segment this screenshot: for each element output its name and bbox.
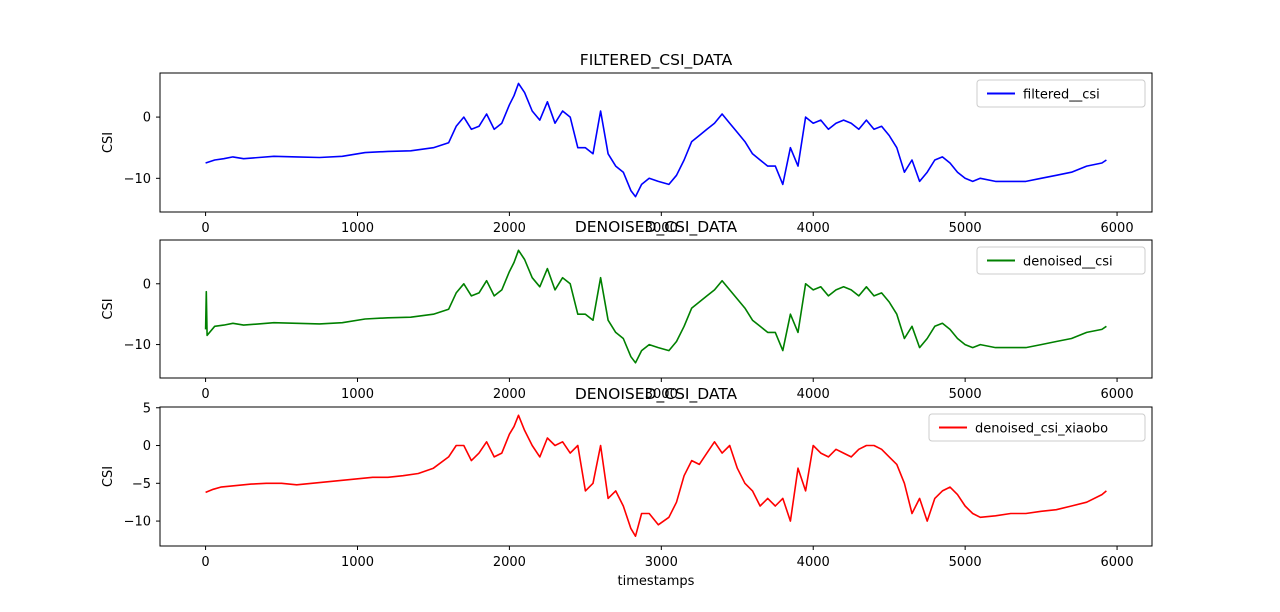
x-tick-label: 4000 (797, 221, 830, 236)
y-tick-label: −5 (132, 477, 151, 492)
x-tick-label: 5000 (949, 221, 982, 236)
x-tick-label: 5000 (949, 555, 982, 570)
x-tick-label: 2000 (493, 221, 526, 236)
subplot-3: 0 1000 2000 3000 4000 5000 6000 5 0 −5 −10 DENOISED… (101, 385, 1153, 589)
x-tick-label: 5000 (949, 387, 982, 402)
x-tick-label: 6000 (1101, 221, 1134, 236)
axes-frame (159, 239, 1153, 379)
legend-label: filtered__csi (1023, 88, 1100, 103)
series-line-2-1 (204, 249, 1107, 364)
axes-frame (159, 72, 1153, 213)
x-tick-label: 3000 (645, 221, 678, 236)
y-tick-label: −10 (124, 515, 151, 530)
x-tick-label: 2000 (493, 387, 526, 402)
legend-label: denoised__csi (1023, 255, 1113, 270)
x-tick-label: 6000 (1101, 387, 1134, 402)
y-axis-label: CSI (101, 466, 116, 487)
chart-title: DENOISED_CSI_DATA (575, 218, 738, 237)
legend: denoised_csi_xiaobo (928, 413, 1146, 442)
legend-box (976, 246, 1146, 275)
subplots: 0 1000 2000 3000 4000 5000 60000−10FILTERED_CS… (101, 51, 1153, 589)
x-tick-label: 3000 (645, 387, 678, 402)
x-tick-label: 1000 (341, 387, 374, 402)
series-line-1-1 (205, 82, 1107, 198)
x-tick-label: 0 (201, 221, 209, 236)
x-tick-label: 4000 (797, 555, 830, 570)
y-axis-label: CSI (101, 298, 116, 319)
chart-title: FILTERED_CSI_DATA (580, 51, 733, 70)
y-tick-label: 0 (143, 111, 151, 126)
x-tick-label: 4000 (797, 387, 830, 402)
legend: denoised__csi (976, 246, 1146, 275)
y-tick-label: −10 (124, 172, 151, 187)
x-axis-label: timestamps (618, 574, 695, 589)
x-tick-label: 6000 (1101, 555, 1134, 570)
legend: filtered__csi (976, 79, 1146, 108)
x-tick-label: 0 (201, 387, 209, 402)
legend-box (928, 413, 1146, 442)
x-tick-label: 3000 (645, 555, 678, 570)
y-tick-label: 0 (143, 439, 151, 454)
axes-frame (159, 406, 1153, 547)
legend-box (976, 79, 1146, 108)
x-tick-label: 2000 (493, 555, 526, 570)
x-tick-label: 1000 (341, 555, 374, 570)
subplot-1: 0 1000 2000 3000 4000 5000 6000 0 −10 FILTERED_CS… (101, 51, 1153, 236)
y-tick-label: 5 (143, 401, 151, 416)
chart-title: DENOISED_CSI_DATA (575, 385, 738, 404)
y-tick-label: 0 (143, 277, 151, 292)
x-tick-label: 0 (201, 555, 209, 570)
x-tick-label: 1000 (341, 221, 374, 236)
subplot-2: 0 1000 2000 3000 4000 5000 6000 0 −10 DENOISED_CS… (101, 218, 1153, 402)
y-tick-label: −10 (124, 338, 151, 353)
series-line-3-1 (205, 414, 1107, 538)
legend-label: denoised_csi_xiaobo (975, 422, 1108, 437)
y-axis-label: CSI (101, 132, 116, 153)
